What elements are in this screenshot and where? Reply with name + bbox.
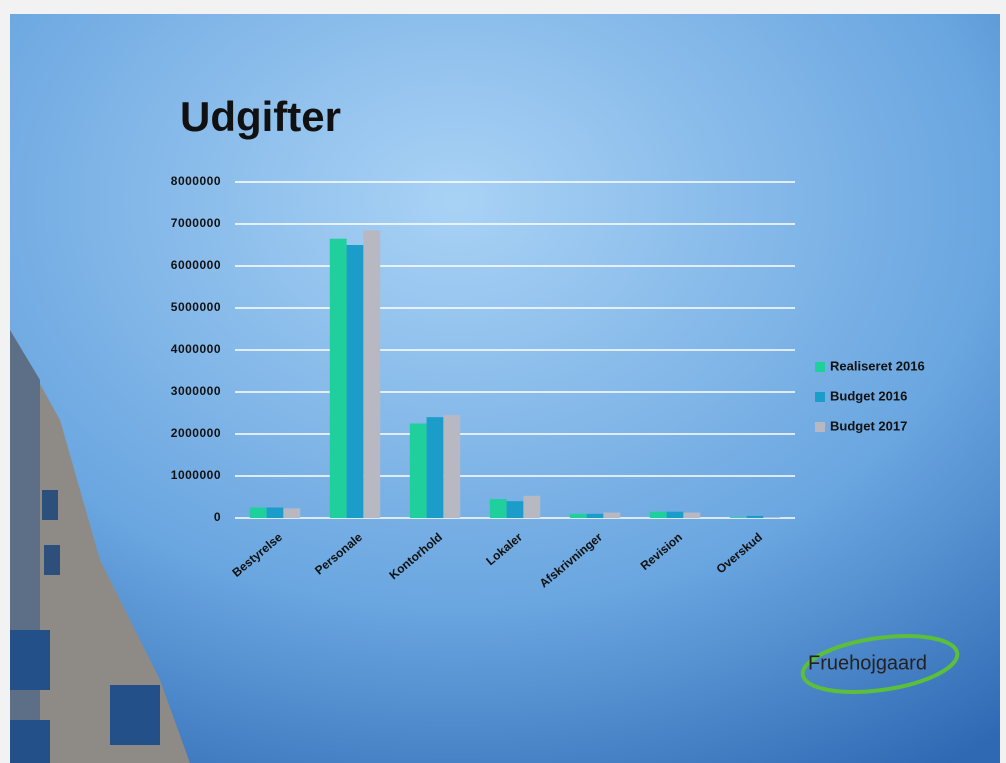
bar	[729, 517, 747, 518]
bar	[683, 512, 701, 518]
legend-label: Budget 2017	[830, 418, 907, 433]
legend-swatch	[815, 392, 825, 402]
bar	[426, 417, 444, 518]
legend-swatch	[815, 362, 825, 372]
bar	[329, 238, 347, 518]
y-tick-label: 2000000	[171, 426, 221, 440]
chart-title: Udgifter	[180, 93, 341, 140]
logo-text: Fruehojgaard	[808, 652, 927, 674]
y-tick-label: 8000000	[171, 174, 221, 188]
bar	[746, 515, 764, 518]
y-tick-label: 7000000	[171, 216, 221, 230]
bar	[763, 517, 781, 518]
bar	[569, 513, 587, 518]
bar	[409, 423, 427, 518]
bar	[266, 507, 284, 518]
bar	[506, 501, 524, 518]
y-tick-label: 0	[214, 510, 221, 524]
bar	[443, 415, 461, 518]
legend-swatch	[815, 422, 825, 432]
y-tick-label: 5000000	[171, 300, 221, 314]
legend-label: Budget 2016	[830, 388, 907, 403]
legend-label: Realiseret 2016	[830, 358, 925, 373]
background	[10, 14, 1000, 763]
bar	[363, 230, 381, 519]
bar	[249, 507, 267, 518]
bar	[523, 495, 541, 518]
logo: Fruehojgaard	[800, 634, 960, 694]
bar	[283, 508, 301, 518]
bar	[649, 511, 667, 518]
y-tick-label: 1000000	[171, 468, 221, 482]
y-tick-label: 4000000	[171, 342, 221, 356]
bar	[603, 512, 621, 518]
bar	[346, 245, 364, 518]
y-tick-label: 3000000	[171, 384, 221, 398]
bar	[586, 513, 604, 518]
bar	[489, 499, 507, 518]
y-tick-label: 6000000	[171, 258, 221, 272]
building	[10, 330, 190, 763]
bar	[666, 511, 684, 518]
